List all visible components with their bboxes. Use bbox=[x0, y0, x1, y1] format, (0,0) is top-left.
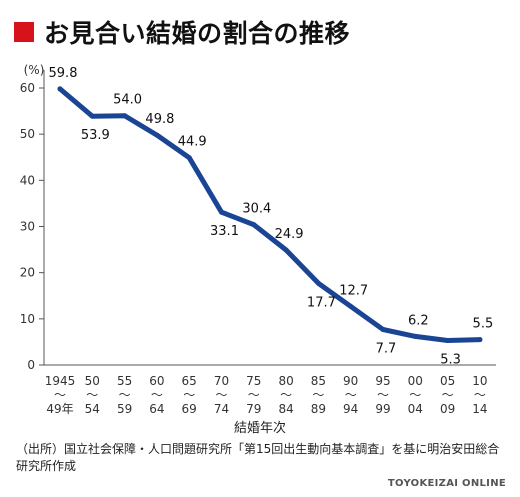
source-note: （出所）国立社会保障・人口問題研究所「第15回出生動向基本調査」を基に明治安田総… bbox=[16, 442, 500, 473]
y-tick-label: 60 bbox=[20, 81, 35, 95]
x-tick-label: 59 bbox=[117, 402, 132, 416]
data-point bbox=[154, 132, 160, 138]
x-tick-label: 〜 bbox=[377, 388, 389, 402]
data-point bbox=[122, 113, 128, 119]
y-tick-label: 0 bbox=[27, 358, 35, 372]
title-row: お見合い結婚の割合の推移 bbox=[14, 14, 350, 50]
x-tick-label: 〜 bbox=[248, 388, 260, 402]
data-label: 30.4 bbox=[242, 202, 271, 217]
x-tick-label: 74 bbox=[214, 402, 229, 416]
data-label: 24.9 bbox=[275, 227, 304, 242]
x-tick-label: 〜 bbox=[119, 388, 131, 402]
x-tick-label: 〜 bbox=[54, 388, 66, 402]
x-tick-label: 80 bbox=[278, 374, 293, 388]
x-tick-label: 84 bbox=[278, 402, 293, 416]
x-tick-label: 89 bbox=[311, 402, 326, 416]
credit-text: TOYOKEIZAI ONLINE bbox=[387, 478, 506, 489]
x-tick-label: 〜 bbox=[345, 388, 357, 402]
line-chart: (%)01020304050601945〜49年50〜5455〜5960〜646… bbox=[20, 63, 496, 436]
x-tick-label: 75 bbox=[246, 374, 261, 388]
x-tick-label: 〜 bbox=[312, 388, 324, 402]
x-tick-label: 00 bbox=[408, 374, 423, 388]
data-label: 5.3 bbox=[440, 353, 461, 368]
x-tick-label: 10 bbox=[472, 374, 487, 388]
data-point bbox=[186, 155, 192, 161]
y-tick-label: 10 bbox=[20, 312, 35, 326]
data-label: 7.7 bbox=[376, 341, 397, 356]
data-label: 5.5 bbox=[473, 317, 494, 332]
data-label: 59.8 bbox=[49, 66, 78, 81]
x-tick-label: 99 bbox=[375, 402, 390, 416]
data-point bbox=[219, 209, 224, 215]
x-tick-label: 50 bbox=[85, 374, 100, 388]
x-tick-label: 09 bbox=[440, 402, 455, 416]
data-label: 53.9 bbox=[81, 128, 110, 143]
x-tick-label: 14 bbox=[472, 402, 487, 416]
data-point bbox=[348, 303, 354, 309]
x-tick-label: 〜 bbox=[409, 388, 421, 402]
x-tick-label: 〜 bbox=[86, 388, 98, 402]
data-point bbox=[445, 338, 451, 344]
x-tick-label: 95 bbox=[375, 374, 390, 388]
x-tick-label: 05 bbox=[440, 374, 455, 388]
x-tick-label: 64 bbox=[149, 402, 164, 416]
y-tick-label: 40 bbox=[20, 173, 35, 187]
y-tick-label: 30 bbox=[20, 220, 35, 234]
data-point bbox=[315, 280, 321, 286]
x-tick-label: 65 bbox=[182, 374, 197, 388]
x-tick-label: 〜 bbox=[442, 388, 454, 402]
x-tick-label: 54 bbox=[85, 402, 100, 416]
x-tick-label: 〜 bbox=[280, 388, 292, 402]
x-tick-label: 〜 bbox=[183, 388, 195, 402]
chart-title: お見合い結婚の割合の推移 bbox=[44, 19, 351, 48]
data-point bbox=[57, 86, 63, 92]
data-label: 12.7 bbox=[339, 283, 368, 298]
x-tick-label: 94 bbox=[343, 402, 358, 416]
data-point bbox=[412, 333, 418, 339]
x-tick-label: 〜 bbox=[215, 388, 227, 402]
data-label: 44.9 bbox=[178, 135, 207, 150]
y-axis-unit: (%) bbox=[24, 63, 45, 77]
data-label: 54.0 bbox=[113, 93, 142, 108]
data-point bbox=[477, 337, 483, 343]
x-tick-label: 〜 bbox=[474, 388, 486, 402]
data-label: 6.2 bbox=[408, 313, 429, 328]
x-tick-label: 70 bbox=[214, 374, 229, 388]
x-tick-label: 85 bbox=[311, 374, 326, 388]
x-tick-label: 49年 bbox=[46, 402, 73, 416]
x-tick-label: 1945 bbox=[45, 374, 76, 388]
data-label: 33.1 bbox=[210, 224, 239, 239]
series-line bbox=[57, 86, 483, 343]
x-axis-title: 結婚年次 bbox=[234, 420, 286, 436]
x-tick-label: 55 bbox=[117, 374, 132, 388]
x-tick-label: 90 bbox=[343, 374, 358, 388]
y-tick-label: 50 bbox=[20, 127, 35, 141]
data-point bbox=[380, 326, 386, 332]
x-tick-label: 04 bbox=[408, 402, 423, 416]
x-tick-label: 69 bbox=[182, 402, 197, 416]
x-tick-label: 〜 bbox=[151, 388, 163, 402]
data-label: 17.7 bbox=[307, 295, 336, 310]
data-point bbox=[89, 113, 95, 119]
data-label: 49.8 bbox=[145, 112, 174, 127]
title-marker bbox=[14, 22, 34, 42]
y-tick-label: 20 bbox=[20, 266, 35, 280]
x-tick-label: 60 bbox=[149, 374, 164, 388]
data-point bbox=[251, 222, 257, 228]
data-point bbox=[283, 247, 289, 253]
x-tick-label: 79 bbox=[246, 402, 261, 416]
